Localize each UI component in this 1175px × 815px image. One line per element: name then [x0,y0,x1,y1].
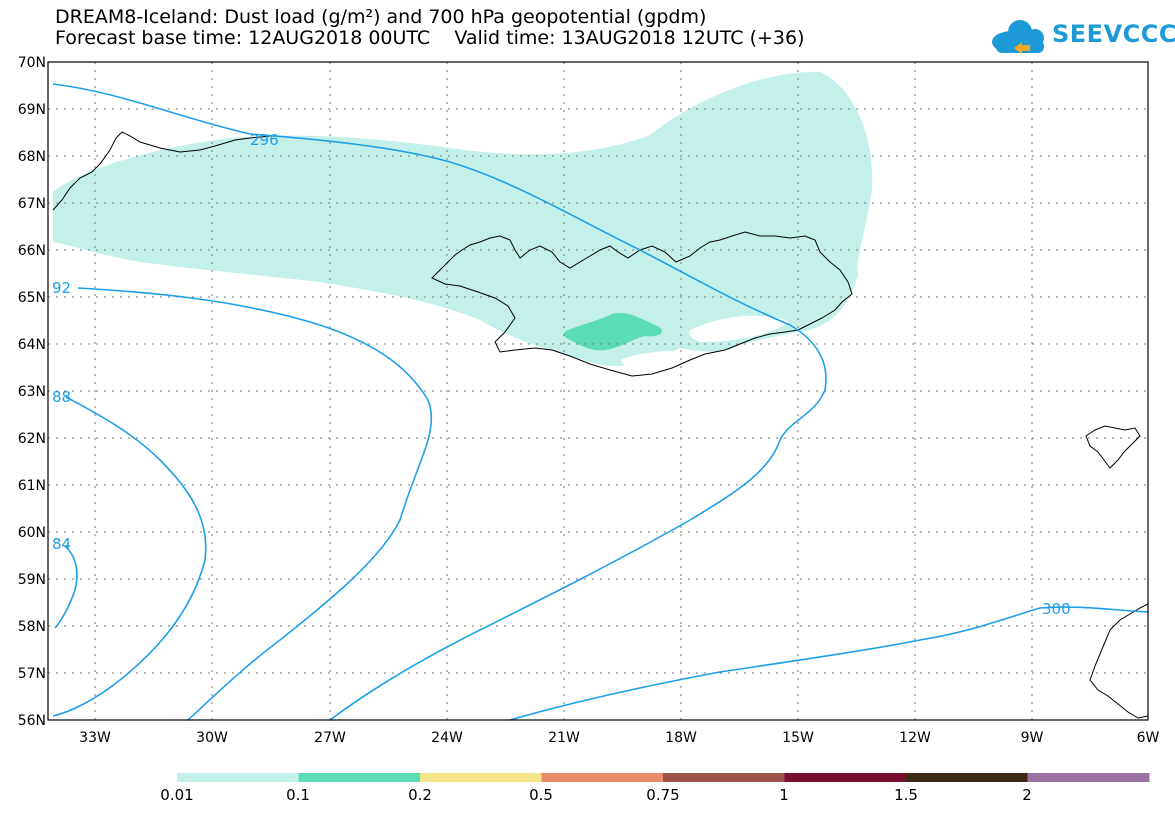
contour-300 [509,606,1149,721]
lat-tick-label: 64N [18,337,46,353]
coastline-greenland [52,131,271,211]
colorbar-label: 1.5 [894,786,918,804]
colorbar-swatch [298,773,421,782]
lon-tick-label: 12W [899,730,931,746]
colorbar-label: 0.75 [646,786,680,804]
dust-clear-patch-2 [620,351,690,368]
lon-axis: 33W 30W 27W 24W 21W 18W 15W 12W 9W 6W [79,730,1159,746]
coastlines [52,131,1149,719]
lon-tick-label: 33W [79,730,111,746]
lat-tick-label: 63N [18,384,46,400]
coastline-scotland [1089,603,1149,719]
colorbar-label: 0.2 [408,786,432,804]
lon-tick-label: 24W [431,730,463,746]
lat-tick-label: 60N [18,525,46,541]
contour-label-300: 300 [1042,600,1071,618]
lat-tick-label: 62N [18,431,46,447]
contour-label-296: 296 [250,131,279,149]
lat-tick-label: 57N [18,666,46,682]
lat-axis: 70N 69N 68N 67N 66N 65N 64N 63N 62N 61N … [18,55,46,729]
contour-label-284: 84 [52,535,71,553]
contour-288 [52,396,207,717]
contour-label-292: 92 [52,279,71,297]
colorbar-label: 0.5 [529,786,553,804]
map-subtitle: Forecast base time: 12AUG2018 00UTC Vali… [55,27,805,49]
coastline-iceland [431,231,853,377]
lat-tick-label: 67N [18,196,46,212]
colorbar-label: 0.01 [160,786,194,804]
colorbar-swatch [177,773,299,782]
lat-tick-label: 59N [18,572,46,588]
lat-tick-label: 56N [18,713,46,729]
colorbar-swatch [1027,773,1150,782]
colorbar-swatch [541,773,664,782]
contour-label-288: 88 [52,388,71,406]
graticule [48,62,1148,720]
lat-tick-label: 61N [18,478,46,494]
contour-284 [54,545,78,629]
lon-tick-label: 18W [665,730,697,746]
lat-tick-label: 69N [18,102,46,118]
lat-tick-label: 65N [18,290,46,306]
colorbar-label: 2 [1022,786,1032,804]
colorbar-swatch [906,773,1028,782]
dust-area-low [53,71,873,367]
dust-load-shading [53,71,873,368]
geopotential-contours: 296 92 88 84 300 [52,83,1149,721]
lon-tick-label: 21W [548,730,580,746]
contour-296 [52,83,827,721]
map-title: DREAM8-Iceland: Dust load (g/m²) and 700… [55,6,707,28]
logo-text: SEEVCCC [1052,20,1175,48]
colorbar-swatch [420,773,542,782]
map-frame [47,61,1149,721]
lon-tick-label: 30W [196,730,228,746]
lat-tick-label: 70N [18,55,46,71]
colorbar-label: 0.1 [286,786,310,804]
contour-292 [77,287,433,721]
coastline-faroe [1085,425,1141,469]
cloud-icon [992,20,1044,54]
colorbar-swatch [663,773,785,782]
lat-tick-label: 66N [18,243,46,259]
colorbar-label: 1 [779,786,789,804]
seevccc-logo [992,20,1044,54]
lon-tick-label: 9W [1021,730,1044,746]
lon-tick-label: 6W [1137,730,1160,746]
dust-clear-patch [689,315,790,342]
lon-tick-label: 15W [782,730,814,746]
colorbar-swatch [784,773,907,782]
colorbar [177,773,1150,782]
lat-tick-label: 68N [18,149,46,165]
lon-tick-label: 27W [314,730,346,746]
dust-area-mid [563,312,663,351]
lat-tick-label: 58N [18,619,46,635]
